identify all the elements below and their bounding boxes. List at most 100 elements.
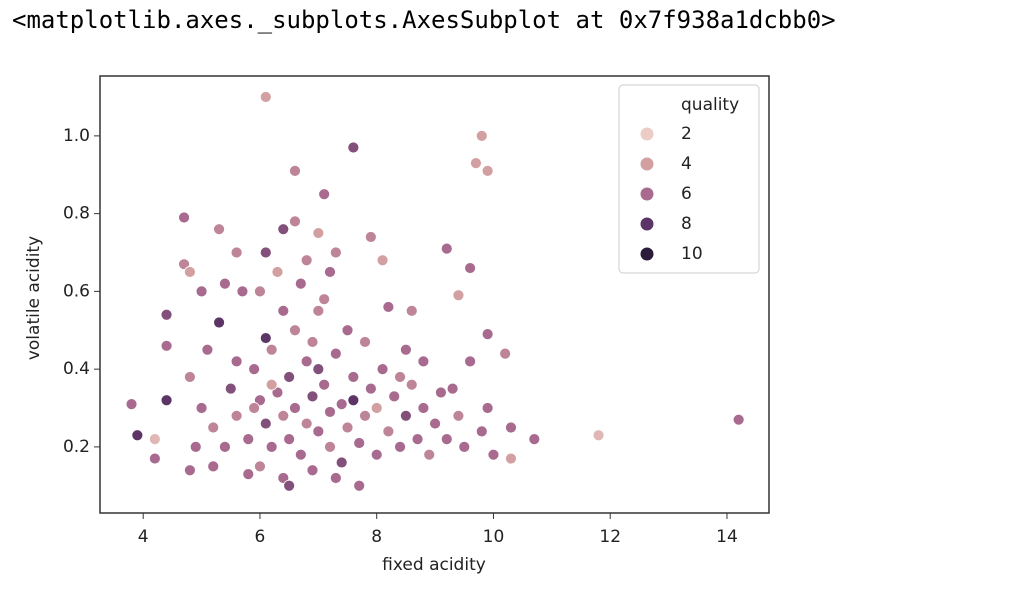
legend-title: quality: [681, 95, 739, 115]
point: [475, 129, 488, 142]
point: [341, 421, 354, 434]
point: [452, 409, 465, 422]
x-axis-label: fixed acidity: [382, 555, 486, 575]
point: [289, 324, 301, 337]
point: [329, 472, 342, 484]
point: [318, 378, 331, 391]
legend-marker: [639, 216, 655, 232]
point: [148, 452, 161, 465]
point: [376, 254, 389, 267]
legend-marker: [639, 156, 655, 172]
point: [312, 425, 325, 438]
point: [230, 409, 243, 422]
point: [405, 378, 418, 391]
x-tick-label: 10: [483, 527, 505, 547]
point: [394, 371, 406, 383]
point: [254, 285, 266, 298]
point: [399, 409, 412, 422]
point: [481, 328, 494, 341]
point: [125, 398, 138, 411]
point: [417, 402, 430, 414]
point: [429, 417, 441, 430]
point: [184, 371, 196, 383]
point: [259, 417, 272, 430]
point: [376, 363, 389, 376]
point: [184, 464, 196, 477]
point: [195, 285, 208, 298]
point: [318, 188, 331, 201]
point: [259, 91, 272, 103]
point: [359, 409, 371, 422]
y-tick-label: 0.4: [63, 359, 90, 379]
point: [265, 343, 278, 356]
legend-marker: [639, 246, 655, 262]
point: [160, 339, 173, 352]
output-text: <matplotlib.axes._subplots.AxesSubplot a…: [12, 6, 836, 34]
y-tick-label: 0.6: [63, 281, 90, 301]
point: [353, 479, 366, 492]
x-tick-label: 14: [716, 527, 738, 547]
point: [505, 421, 517, 434]
point: [318, 293, 331, 306]
point: [213, 223, 225, 236]
y-tick-label: 0.8: [63, 204, 90, 224]
y-tick-label: 0.2: [63, 437, 90, 457]
point: [335, 456, 348, 469]
point: [464, 355, 477, 368]
point: [265, 378, 278, 391]
point: [481, 164, 494, 177]
point: [189, 441, 202, 453]
legend-label: 8: [681, 214, 692, 234]
point: [160, 308, 173, 321]
point: [359, 336, 371, 348]
point: [248, 402, 261, 414]
point: [283, 371, 296, 383]
point: [148, 433, 161, 446]
point: [411, 433, 424, 446]
point: [382, 425, 395, 438]
point: [446, 382, 459, 395]
legend-marker: [639, 126, 655, 142]
point: [458, 441, 471, 453]
point: [277, 223, 290, 236]
point: [271, 266, 284, 278]
point: [464, 262, 477, 274]
point: [207, 421, 220, 434]
legend-marker: [639, 186, 655, 202]
point: [236, 285, 249, 298]
point: [499, 347, 512, 360]
y-tick-label: 1.0: [63, 126, 90, 146]
point: [306, 390, 319, 403]
point: [481, 402, 494, 414]
point: [423, 448, 436, 461]
point: [248, 363, 261, 376]
point: [306, 464, 319, 477]
point: [219, 277, 231, 290]
axes-frame: [99, 75, 770, 514]
point: [347, 394, 360, 407]
point: [283, 479, 296, 492]
point: [230, 246, 243, 259]
point: [732, 413, 745, 426]
x-tick-label: 4: [138, 527, 149, 547]
point: [399, 343, 412, 356]
point: [259, 246, 272, 259]
point: [405, 304, 418, 317]
point: [364, 231, 377, 243]
point: [254, 460, 266, 473]
point: [277, 304, 290, 317]
point: [440, 242, 453, 255]
point: [184, 266, 196, 278]
point: [195, 402, 208, 414]
point: [364, 382, 377, 395]
point: [201, 343, 214, 356]
point: [230, 355, 243, 368]
point: [440, 433, 453, 446]
point: [487, 448, 500, 461]
point: [324, 406, 336, 418]
point: [324, 266, 336, 278]
point: [306, 336, 319, 348]
point: [213, 316, 225, 329]
point: [265, 441, 278, 453]
